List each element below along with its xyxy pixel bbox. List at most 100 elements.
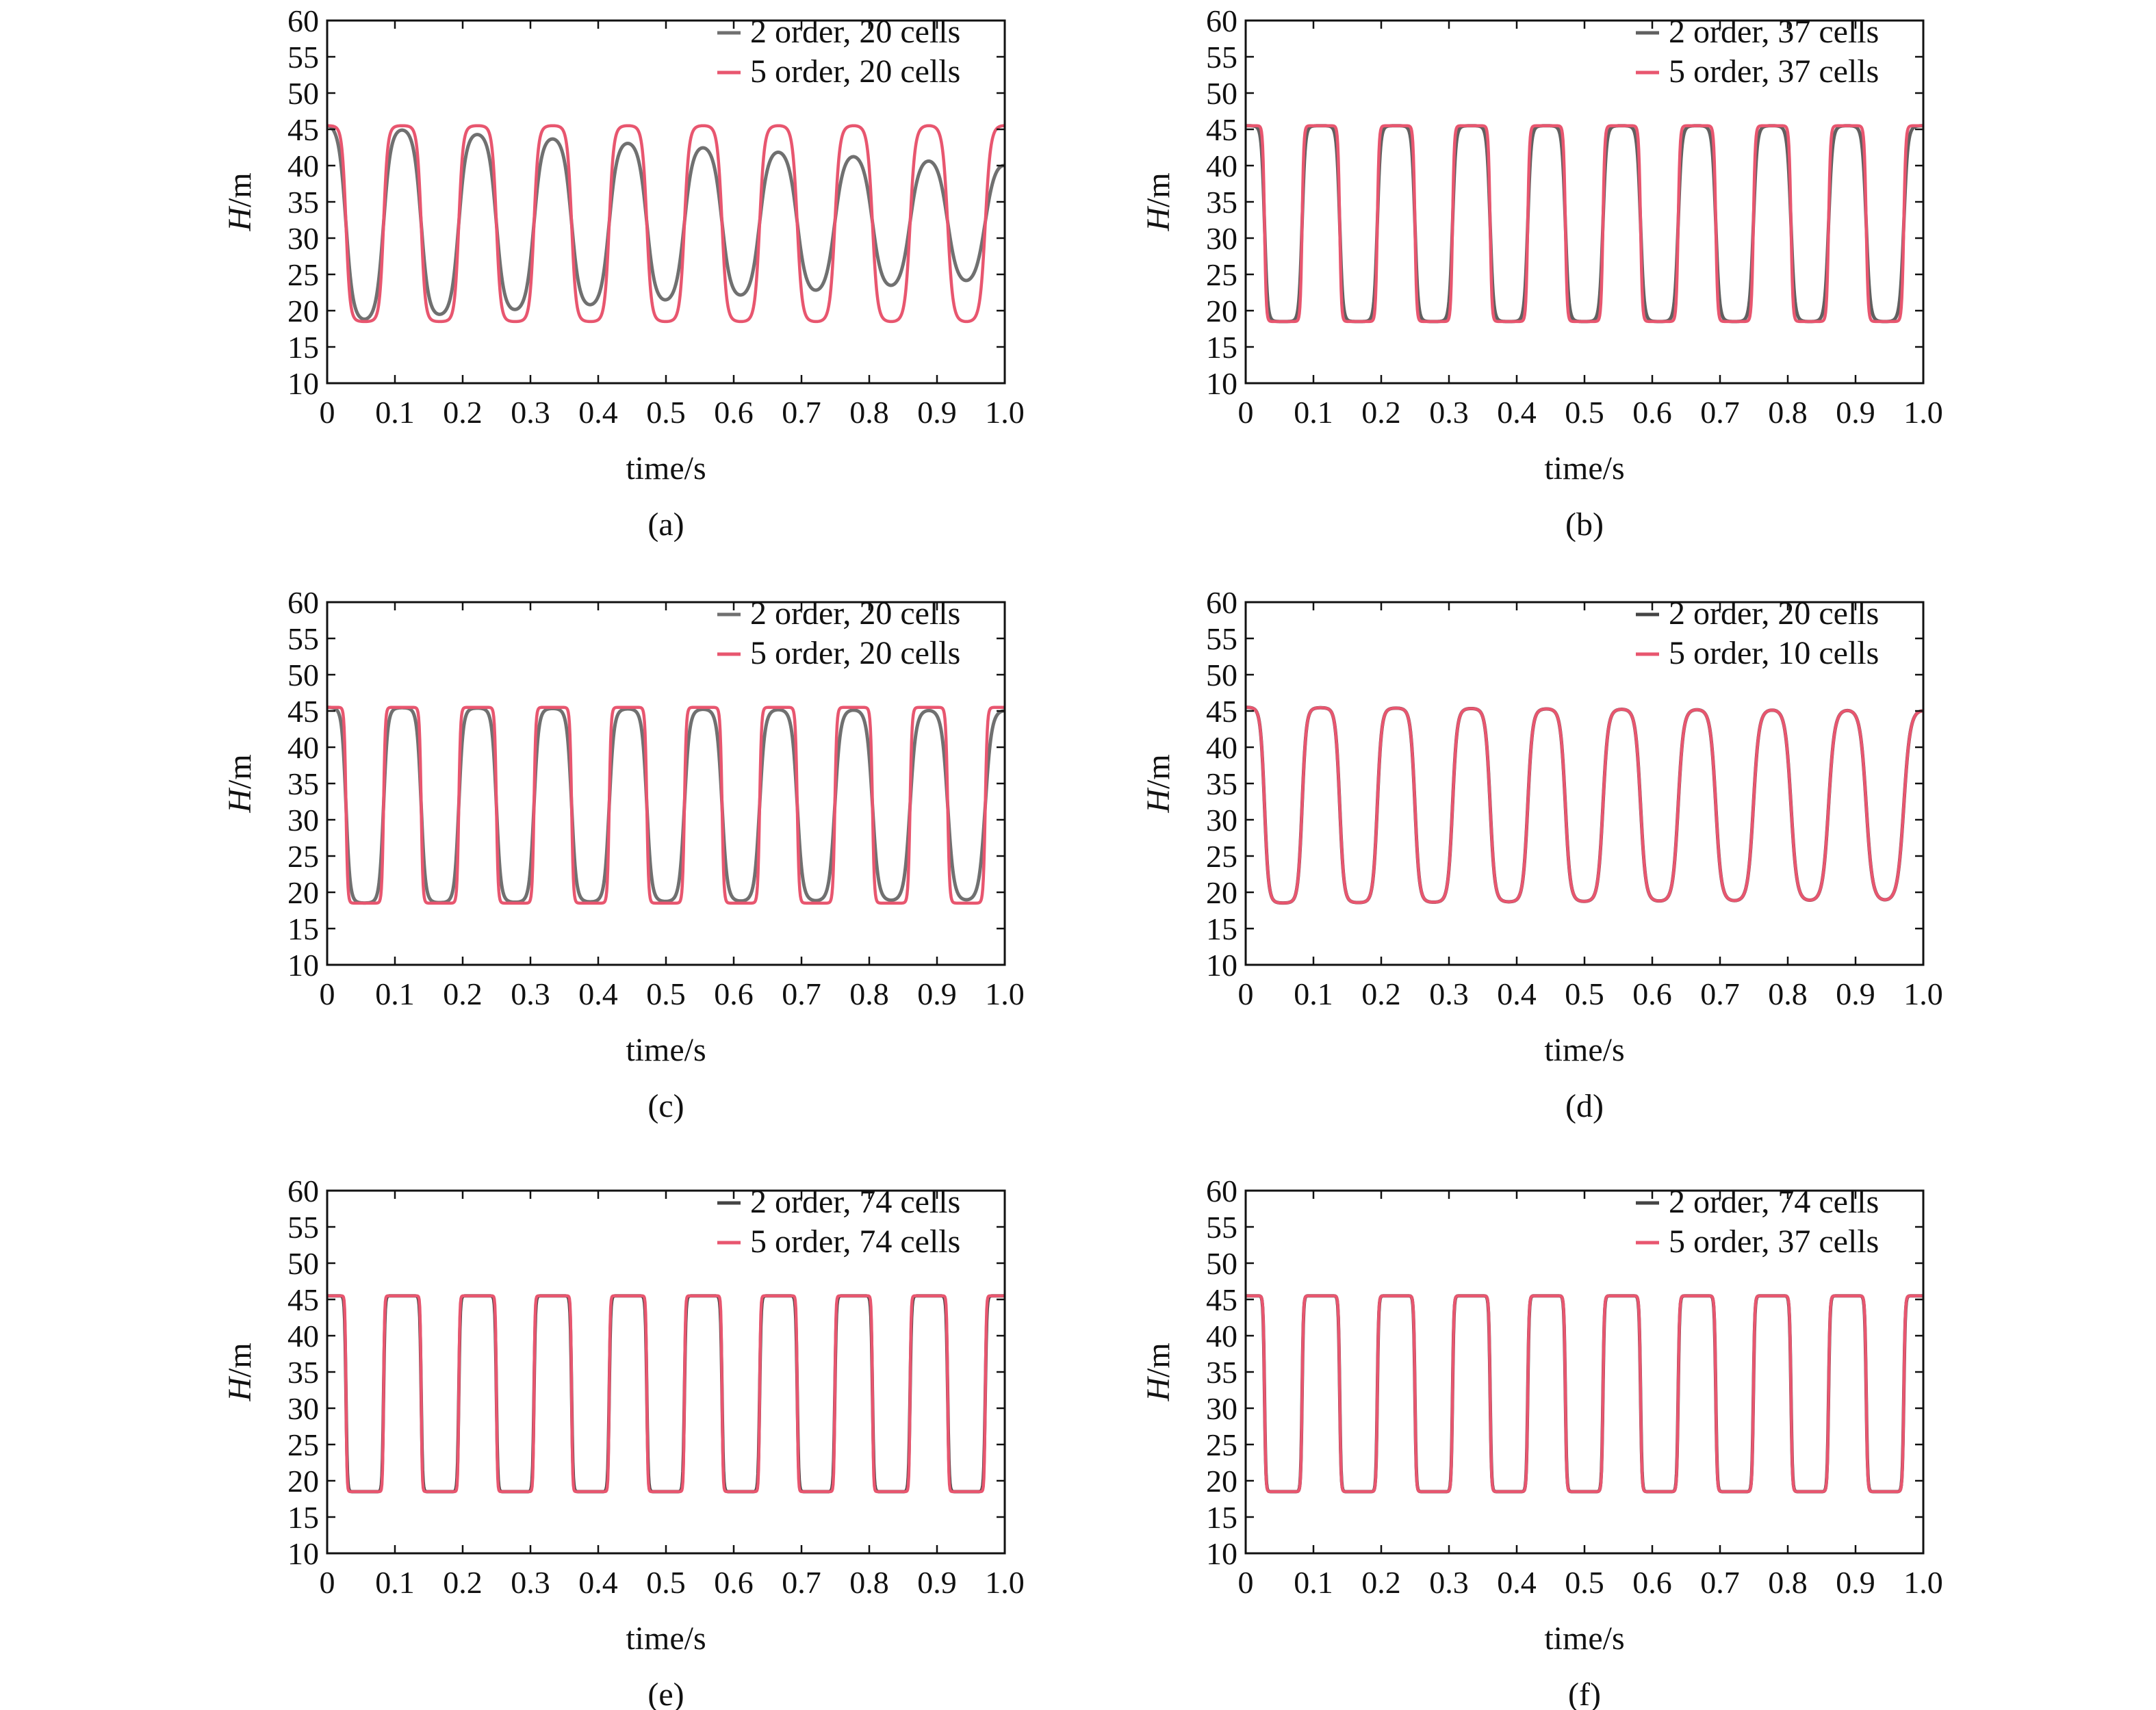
x-tick-label: 0.9 [1836, 395, 1875, 430]
series-line-2 [327, 124, 1005, 324]
x-tick-label: 0.6 [714, 976, 754, 1011]
x-tick-label: 1.0 [985, 976, 1025, 1011]
x-tick-label: 0.4 [1497, 395, 1537, 430]
y-tick-label: 60 [287, 3, 319, 38]
x-tick-label: 0.5 [1565, 395, 1604, 430]
x-tick-label: 0.3 [511, 976, 550, 1011]
y-tick-label: 45 [1206, 694, 1237, 729]
y-tick-label: 15 [287, 1500, 319, 1535]
y-tick-label: 10 [1206, 366, 1237, 401]
y-tick-label: 20 [1206, 294, 1237, 328]
x-tick-label: 0.7 [1700, 395, 1740, 430]
y-tick-label: 40 [1206, 730, 1237, 765]
y-tick-label: 30 [287, 1391, 319, 1426]
x-tick-label: 0.6 [714, 395, 754, 430]
x-tick-label: 0.2 [1361, 1565, 1401, 1600]
y-tick-label: 55 [287, 40, 319, 75]
x-tick-label: 1.0 [985, 1565, 1025, 1600]
y-tick-label: 25 [287, 839, 319, 874]
x-tick-label: 0.7 [782, 395, 821, 430]
legend-label-1: 2 order, 37 cells [1669, 14, 1879, 50]
series-line-2 [1246, 1294, 1923, 1494]
x-tick-label: 0.7 [1700, 1565, 1740, 1600]
y-tick-label: 15 [1206, 911, 1237, 946]
y-tick-label: 40 [287, 730, 319, 765]
panel-caption: (c) [647, 1088, 684, 1124]
y-tick-label: 50 [1206, 76, 1237, 111]
x-tick-label: 0.8 [1768, 1565, 1808, 1600]
x-tick-label: 0.5 [1565, 976, 1604, 1011]
y-tick-label: 25 [1206, 1427, 1237, 1462]
x-tick-label: 0.2 [1361, 976, 1401, 1011]
series-line-1 [327, 1294, 1005, 1494]
y-tick-label: 60 [287, 1174, 319, 1208]
series-line-2 [1246, 124, 1923, 324]
x-tick-label: 0.4 [1497, 1565, 1537, 1600]
x-axis-label: time/s [1544, 1620, 1624, 1657]
x-tick-label: 0.8 [1768, 395, 1808, 430]
legend-label-1: 2 order, 74 cells [750, 1184, 960, 1220]
x-axis-label: time/s [626, 450, 706, 487]
y-tick-label: 60 [287, 585, 319, 620]
series-line-2 [1246, 705, 1923, 905]
x-tick-label: 0.9 [1836, 1565, 1875, 1600]
x-tick-label: 0.6 [1632, 976, 1672, 1011]
x-tick-label: 0 [320, 395, 335, 430]
y-tick-label: 55 [287, 1210, 319, 1245]
x-tick-label: 1.0 [1903, 395, 1943, 430]
legend-label-2: 5 order, 20 cells [750, 53, 960, 90]
y-tick-label: 40 [287, 1319, 319, 1353]
y-tick-label: 30 [1206, 803, 1237, 838]
y-tick-label: 35 [1206, 1355, 1237, 1390]
x-tick-label: 0 [1238, 395, 1254, 430]
x-tick-label: 0.1 [375, 1565, 415, 1600]
y-tick-label: 10 [287, 366, 319, 401]
x-axis-label: time/s [1544, 1032, 1624, 1068]
x-axis-label: time/s [1544, 450, 1624, 487]
y-axis-label: H/m [1140, 1343, 1177, 1401]
x-tick-label: 0.3 [1429, 395, 1469, 430]
panel-caption: (b) [1565, 506, 1604, 543]
series-line-1 [327, 124, 1005, 321]
x-tick-label: 0 [1238, 1565, 1254, 1600]
x-tick-label: 0.8 [849, 395, 889, 430]
x-tick-label: 1.0 [1903, 976, 1943, 1011]
y-tick-label: 25 [1206, 257, 1237, 292]
panel-caption: (e) [647, 1676, 684, 1710]
x-tick-label: 0.1 [1294, 1565, 1333, 1600]
y-tick-label: 15 [287, 330, 319, 365]
y-tick-label: 60 [1206, 585, 1237, 620]
x-tick-label: 0.5 [646, 395, 686, 430]
legend-label-2: 5 order, 37 cells [1669, 1223, 1879, 1260]
x-tick-label: 0.8 [1768, 976, 1808, 1011]
x-tick-label: 0.4 [578, 976, 618, 1011]
x-tick-label: 0.9 [917, 976, 957, 1011]
x-tick-label: 0.3 [511, 1565, 550, 1600]
y-tick-label: 10 [287, 948, 319, 983]
x-axis-label: time/s [626, 1620, 706, 1657]
y-tick-label: 30 [1206, 1391, 1237, 1426]
panel-caption: (f) [1568, 1676, 1601, 1710]
x-tick-label: 0.9 [917, 1565, 957, 1600]
legend-label-2: 5 order, 74 cells [750, 1223, 960, 1260]
panel-caption: (d) [1565, 1088, 1604, 1124]
y-axis-label: H/m [222, 172, 258, 231]
y-tick-label: 35 [1206, 766, 1237, 801]
x-tick-label: 0.6 [1632, 395, 1672, 430]
x-tick-label: 0.6 [714, 1565, 754, 1600]
legend-label-1: 2 order, 20 cells [750, 14, 960, 50]
y-tick-label: 10 [287, 1536, 319, 1571]
y-tick-label: 35 [287, 766, 319, 801]
y-axis-label: H/m [222, 1343, 258, 1401]
x-tick-label: 0.1 [375, 976, 415, 1011]
y-tick-label: 25 [287, 1427, 319, 1462]
x-tick-label: 1.0 [1903, 1565, 1943, 1600]
y-tick-label: 30 [287, 221, 319, 256]
series-line-1 [327, 705, 1005, 905]
y-tick-label: 15 [287, 911, 319, 946]
